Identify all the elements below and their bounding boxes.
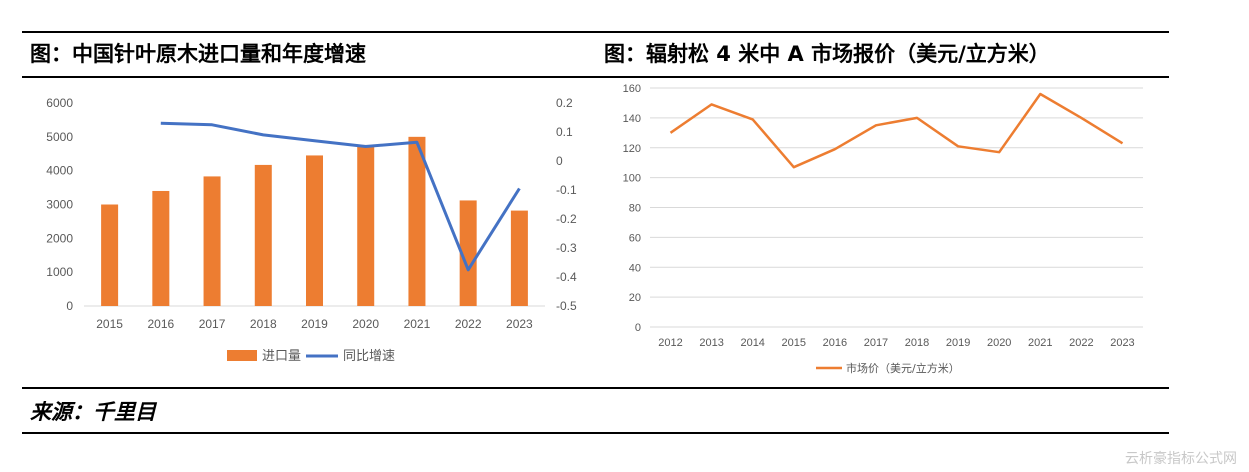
x-tick-label: 2015 (96, 317, 123, 331)
legend-swatch-import-volume (227, 350, 257, 361)
y-tick-label: 0 (635, 322, 641, 334)
bar-import-volume (408, 136, 426, 306)
x-tick-label: 2023 (1110, 337, 1134, 349)
y-left-tick-label: 2000 (46, 231, 73, 245)
y-left-tick-label: 3000 (46, 198, 73, 212)
x-tick-label: 2019 (301, 317, 328, 331)
x-tick-label: 2015 (782, 337, 806, 349)
source-note: 来源：千里目 (30, 400, 156, 424)
y-tick-label: 100 (623, 173, 641, 185)
top-rule (22, 31, 1169, 33)
y-tick-label: 20 (629, 292, 641, 304)
x-tick-label: 2017 (864, 337, 888, 349)
x-tick-label: 2012 (658, 337, 682, 349)
x-tick-label: 2021 (1028, 337, 1052, 349)
x-tick-label: 2014 (740, 337, 764, 349)
y-right-tick-label: -0.4 (556, 270, 577, 284)
bar-import-volume (152, 190, 170, 306)
x-tick-label: 2013 (699, 337, 723, 349)
y-tick-label: 60 (629, 232, 641, 244)
header-rule (22, 76, 1169, 78)
y-right-tick-label: -0.3 (556, 241, 577, 255)
bar-import-volume (203, 176, 221, 306)
x-tick-label: 2018 (905, 337, 929, 349)
footer-rule-bottom (22, 432, 1169, 434)
x-tick-label: 2018 (250, 317, 277, 331)
y-tick-label: 40 (629, 262, 641, 274)
right-chart-title: 图：辐射松 4 米中 A 市场报价（美元/立方米） (604, 42, 1050, 66)
y-left-tick-label: 0 (66, 299, 73, 313)
x-tick-label: 2021 (404, 317, 431, 331)
bar-import-volume (357, 144, 375, 306)
line-market-price (669, 92, 1124, 169)
bar-import-volume (254, 164, 272, 306)
y-right-tick-label: 0.1 (556, 125, 573, 139)
y-right-tick-label: -0.5 (556, 299, 577, 313)
x-tick-label: 2016 (823, 337, 847, 349)
legend-label-yoy-growth: 同比增速 (343, 349, 395, 364)
bar-import-volume (459, 200, 477, 306)
x-tick-label: 2017 (199, 317, 226, 331)
bar-import-volume (510, 210, 528, 306)
y-right-tick-label: 0.2 (556, 96, 573, 110)
x-tick-label: 2020 (352, 317, 379, 331)
y-tick-label: 140 (623, 113, 641, 125)
x-tick-label: 2020 (987, 337, 1011, 349)
line-yoy-growth (160, 121, 521, 272)
x-tick-label: 2022 (455, 317, 482, 331)
x-tick-label: 2016 (147, 317, 174, 331)
y-right-tick-label: -0.1 (556, 183, 577, 197)
legend-label-import-volume: 进口量 (262, 349, 301, 364)
y-left-tick-label: 1000 (46, 265, 73, 279)
y-right-tick-label: -0.2 (556, 212, 577, 226)
watermark: 云析豪指标公式网 (1125, 451, 1237, 467)
left-chart-title: 图：中国针叶原木进口量和年度增速 (30, 42, 366, 66)
y-tick-label: 120 (623, 143, 641, 155)
bar-import-volume (306, 155, 323, 306)
y-tick-label: 160 (623, 83, 641, 95)
y-left-tick-label: 5000 (46, 130, 73, 144)
x-tick-label: 2019 (946, 337, 970, 349)
y-tick-label: 80 (629, 203, 641, 215)
x-tick-label: 2023 (506, 317, 533, 331)
bar-import-volume (101, 204, 119, 306)
y-left-tick-label: 4000 (46, 164, 73, 178)
x-tick-label: 2022 (1069, 337, 1093, 349)
legend-label-market-price: 市场价（美元/立方米） (846, 361, 960, 375)
y-left-tick-label: 6000 (46, 96, 73, 110)
y-right-tick-label: 0 (556, 154, 563, 168)
footer-rule-top (22, 387, 1169, 389)
